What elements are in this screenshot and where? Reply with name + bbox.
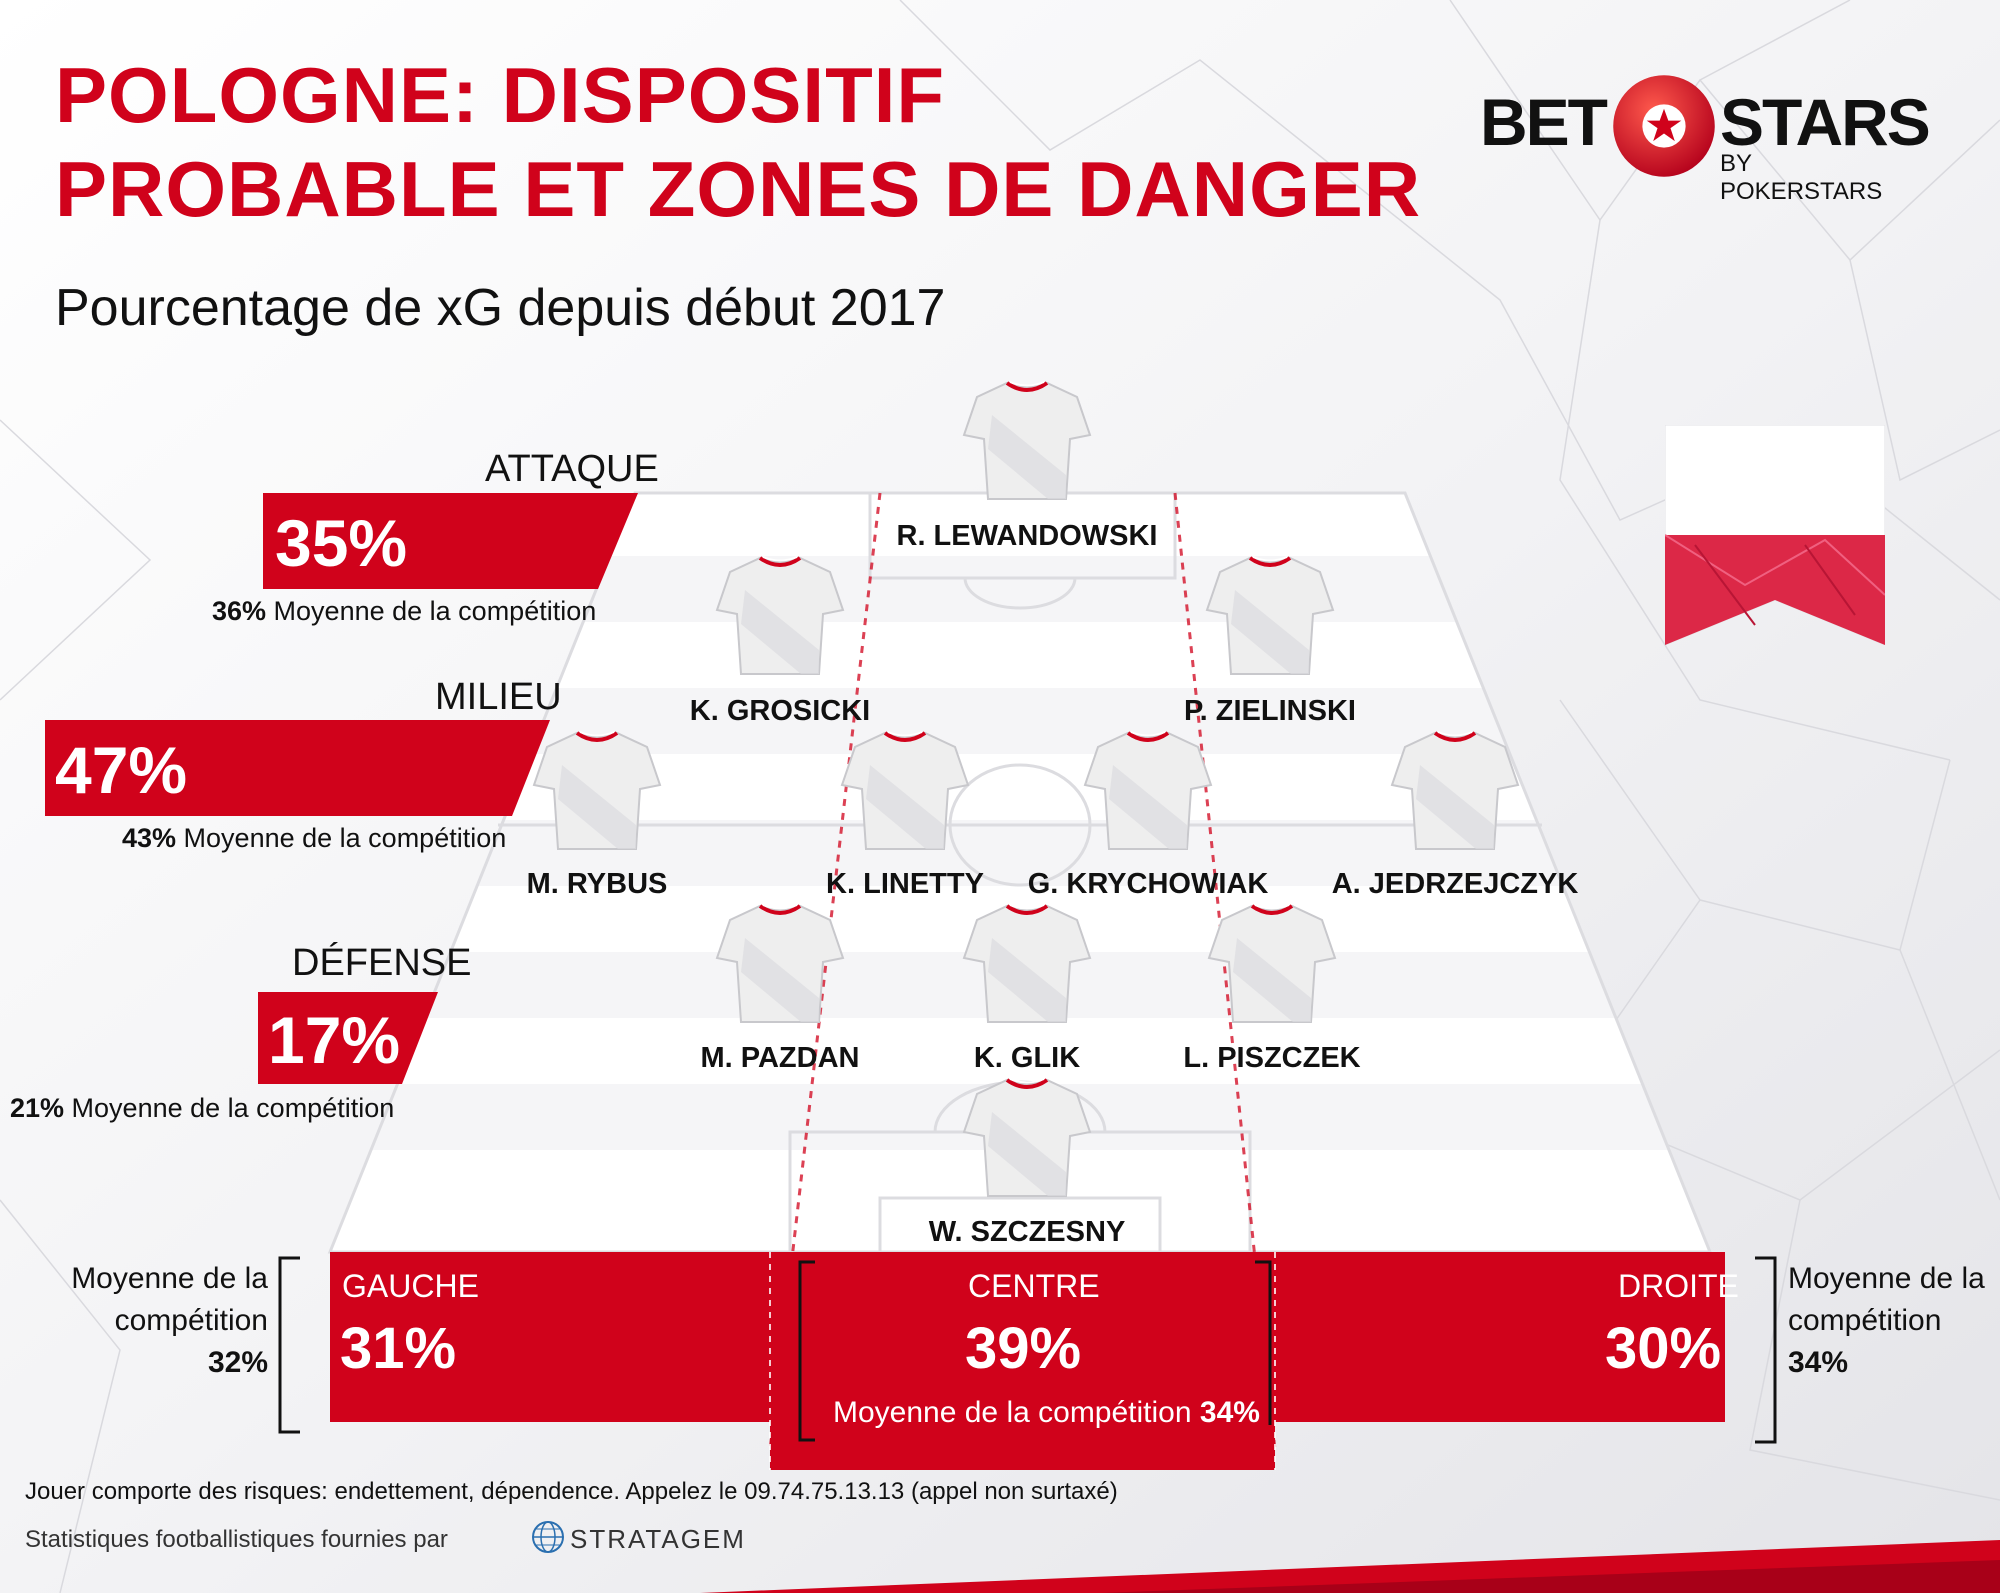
zone-avg-defense: 21% Moyenne de la compétition xyxy=(10,1093,394,1124)
logo-byline: BY POKERSTARS xyxy=(1720,150,1883,205)
flank-band-centre xyxy=(770,1252,1275,1470)
zone-avg-value-defense: 21% xyxy=(10,1093,65,1123)
flank-value-centre: 39% xyxy=(965,1316,1082,1381)
page-title: POLOGNE: DISPOSITIF PROBABLE ET ZONES DE… xyxy=(55,48,1421,236)
player-name-jedrzejczyk: A. JEDRZEJCZYK xyxy=(1331,868,1579,900)
zone-avg-text-milieu: Moyenne de la compétition xyxy=(176,823,507,853)
zone-value-milieu: 47% xyxy=(55,733,188,807)
title-line-2: PROBABLE ET ZONES DE DANGER xyxy=(55,145,1422,233)
zone-avg-milieu: 43% Moyenne de la compétition xyxy=(122,823,506,854)
zone-value-defense: 17% xyxy=(268,1003,401,1077)
player-name-szczesny: W. SZCZESNY xyxy=(928,1216,1126,1248)
zone-avg-value-attaque: 36% xyxy=(212,596,267,626)
soccer-ball-star-icon xyxy=(1613,75,1715,177)
side-avg-right-line2: compétition xyxy=(1788,1304,1942,1337)
zone-box-defense xyxy=(258,992,438,1084)
player-name-piszczek: L. PISZCZEK xyxy=(1183,1042,1361,1074)
player-name-lewandowski: R. LEWANDOWSKI xyxy=(896,520,1158,552)
zone-label-defense: DÉFENSE xyxy=(292,942,472,984)
stratagem-logo-text: STRATAGEM xyxy=(570,1524,746,1554)
flank-avg-centre: Moyenne de la compétition 34% xyxy=(833,1396,1260,1430)
zone-avg-text-defense: Moyenne de la compétition xyxy=(64,1093,395,1123)
flank-label-centre: CENTRE xyxy=(968,1268,1100,1304)
flank-band-gauche xyxy=(330,1252,770,1422)
side-avg-right: Moyenne de la compétition 34% xyxy=(1788,1258,1998,1384)
side-avg-left-line1: Moyenne de la xyxy=(71,1262,268,1295)
flank-label-droite: DROITE xyxy=(1618,1268,1739,1304)
flank-band-droite xyxy=(1275,1252,1725,1422)
page-subtitle: Pourcentage de xG depuis début 2017 xyxy=(55,279,946,337)
side-avg-left-line2: compétition xyxy=(114,1304,268,1337)
side-avg-left: Moyenne de la compétition 32% xyxy=(30,1258,268,1384)
flank-value-gauche: 31% xyxy=(340,1316,457,1381)
zone-label-attaque: ATTAQUE xyxy=(485,448,659,490)
logo-bet-text: BET xyxy=(1480,85,1608,159)
betstars-logo: BET STARS BY POKERSTARS xyxy=(1480,72,1931,205)
flank-value-droite: 30% xyxy=(1605,1316,1722,1381)
side-avg-right-value: 34% xyxy=(1788,1346,1849,1379)
globe-icon xyxy=(532,1521,564,1553)
flank-avg-value-centre: 34% xyxy=(1199,1396,1260,1429)
player-name-linetty: K. LINETTY xyxy=(826,868,984,900)
player-name-rybus: M. RYBUS xyxy=(526,868,668,900)
player-name-pazdan: M. PAZDAN xyxy=(700,1042,860,1074)
player-name-krychowiak: G. KRYCHOWIAK xyxy=(1027,868,1269,900)
zone-avg-text-attaque: Moyenne de la compétition xyxy=(266,596,597,626)
player-name-zielinski: P. ZIELINSKI xyxy=(1184,695,1356,727)
zone-box-milieu xyxy=(45,720,550,816)
zone-value-attaque: 35% xyxy=(275,506,408,580)
footer-warning: Jouer comporte des risques: endettement,… xyxy=(25,1478,1118,1505)
zone-avg-value-milieu: 43% xyxy=(122,823,177,853)
flank-avg-text-centre: Moyenne de la compétition xyxy=(833,1396,1200,1429)
zone-label-milieu: MILIEU xyxy=(435,676,562,718)
footer-credit: Statistiques footballistiques fournies p… xyxy=(25,1526,448,1553)
footer-accent-stripe xyxy=(700,1540,2000,1593)
player-name-grosicki: K. GROSICKI xyxy=(689,695,871,727)
side-avg-left-value: 32% xyxy=(207,1346,268,1379)
logo-stars-text: STARS xyxy=(1720,85,1931,159)
flank-label-gauche: GAUCHE xyxy=(342,1268,479,1304)
zone-box-attaque xyxy=(263,493,638,589)
player-name-glik: K. GLIK xyxy=(973,1042,1081,1074)
side-avg-right-line1: Moyenne de la xyxy=(1788,1262,1985,1295)
title-line-1: POLOGNE: DISPOSITIF xyxy=(55,51,946,139)
zone-avg-attaque: 36% Moyenne de la compétition xyxy=(212,596,596,627)
poland-flag-icon xyxy=(1665,425,1885,645)
